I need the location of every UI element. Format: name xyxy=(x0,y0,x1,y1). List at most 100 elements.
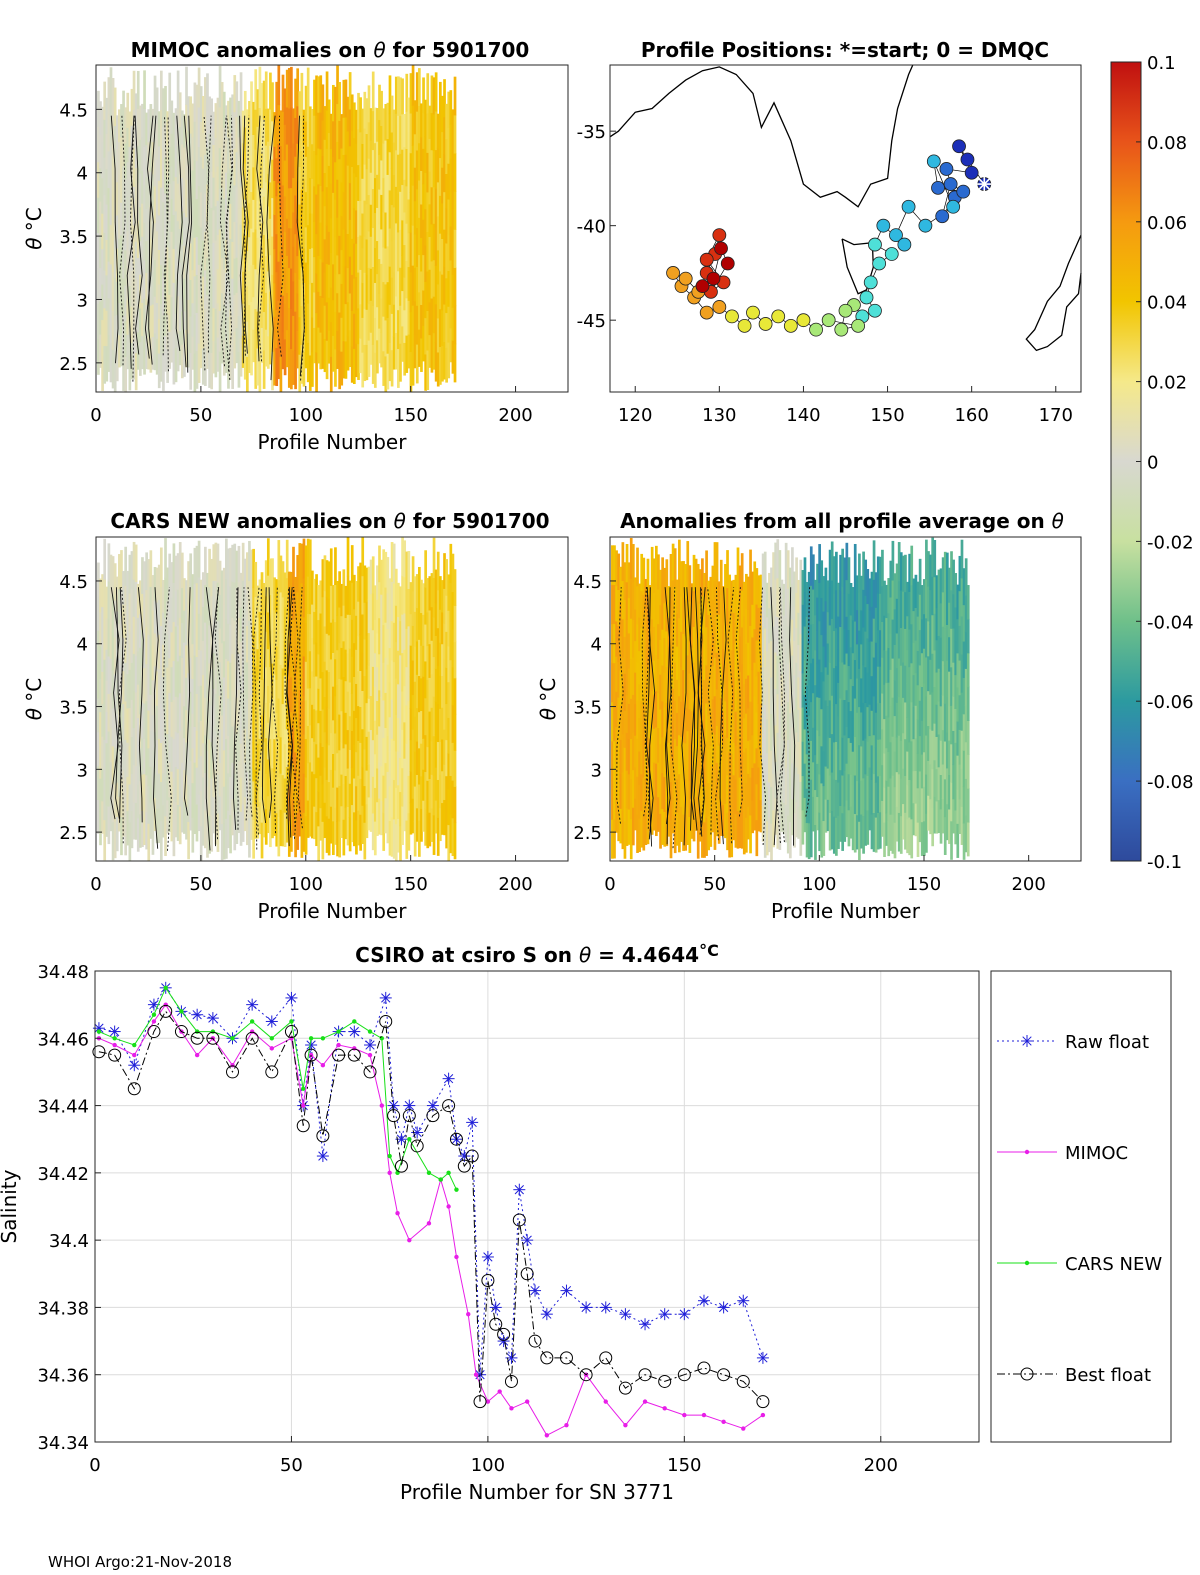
heat-cell xyxy=(399,305,402,344)
heat-cell xyxy=(424,587,427,625)
heat-cell xyxy=(243,694,247,730)
heat-cell xyxy=(143,561,146,598)
heat-cell xyxy=(887,612,891,649)
heat-cell xyxy=(269,666,272,704)
heat-cell xyxy=(327,264,331,298)
heat-cell xyxy=(283,195,287,233)
heat-cell xyxy=(776,539,780,579)
heat-cell xyxy=(740,811,744,849)
heat-cell xyxy=(130,773,134,812)
heat-cell xyxy=(376,734,379,769)
heat-cell xyxy=(241,804,245,842)
heat-cell xyxy=(304,815,308,855)
heat-cell xyxy=(768,712,771,748)
heat-cell xyxy=(611,819,614,859)
star-stroke xyxy=(404,1100,414,1111)
star-stroke xyxy=(192,1010,202,1020)
heat-cell xyxy=(264,737,268,774)
heat-cell xyxy=(329,658,333,697)
heat-cell xyxy=(275,745,279,780)
heat-cell xyxy=(447,127,451,164)
heat-cell xyxy=(336,254,339,294)
heat-cell xyxy=(170,263,174,298)
contour-line xyxy=(256,115,264,362)
heat-cell xyxy=(793,778,796,814)
heat-cell xyxy=(745,643,748,679)
heat-cell xyxy=(111,669,115,709)
heat-cell xyxy=(176,553,180,590)
heat-cell xyxy=(376,700,379,735)
heat-cell xyxy=(183,310,186,345)
heat-cell xyxy=(835,589,838,629)
heat-cell xyxy=(334,311,337,350)
heat-cell xyxy=(306,224,310,265)
heat-cell xyxy=(264,255,268,293)
heat-cell xyxy=(172,214,176,249)
heat-cell xyxy=(878,738,882,776)
heat-cell xyxy=(371,556,375,594)
heat-cell xyxy=(344,775,348,808)
heat-cell xyxy=(369,236,373,269)
heat-cell xyxy=(866,637,870,673)
heat-cell xyxy=(323,590,327,627)
heat-cell xyxy=(958,729,962,765)
heat-cell xyxy=(266,141,270,175)
heat-cell xyxy=(136,108,140,147)
heat-cell xyxy=(405,223,409,261)
star-stroke xyxy=(679,1309,689,1319)
heat-cell xyxy=(715,615,719,653)
heat-cell xyxy=(143,336,146,375)
heat-cell xyxy=(401,290,404,327)
heat-cell xyxy=(369,559,373,595)
heat-cell xyxy=(141,737,144,775)
heat-cell xyxy=(659,708,662,745)
heat-cell xyxy=(759,671,763,704)
heat-cell xyxy=(655,726,658,764)
heat-cell xyxy=(273,770,276,804)
heat-cell xyxy=(795,731,798,768)
star-stroke xyxy=(522,1235,532,1245)
heat-cell xyxy=(791,655,794,692)
heat-cell xyxy=(159,664,163,705)
heat-cell xyxy=(638,750,641,786)
heat-cell xyxy=(139,139,142,174)
heat-cell xyxy=(332,686,335,721)
y-tick-label: 4 xyxy=(77,635,88,656)
heat-cell xyxy=(365,803,369,839)
heat-cell xyxy=(943,778,947,818)
heat-cell xyxy=(248,134,251,170)
heat-cell xyxy=(623,562,627,600)
heat-cell xyxy=(206,572,209,610)
heat-cell xyxy=(222,822,226,860)
heat-cell xyxy=(185,179,188,218)
contour-line xyxy=(693,587,699,831)
heat-cell xyxy=(453,305,457,345)
heat-cell xyxy=(334,769,337,808)
heat-cell xyxy=(332,787,335,822)
heat-cell xyxy=(237,315,241,352)
heat-cell xyxy=(208,586,211,626)
heat-cell xyxy=(185,644,188,678)
heat-cell xyxy=(728,715,731,752)
heat-cell xyxy=(109,589,113,625)
heat-cell xyxy=(99,678,102,713)
heat-cell xyxy=(826,674,830,707)
heat-cell xyxy=(376,632,379,668)
heat-cell xyxy=(178,692,182,732)
heat-cell xyxy=(434,569,438,604)
heat-cell xyxy=(386,735,390,772)
heat-cell xyxy=(176,768,180,806)
heat-cell xyxy=(403,685,407,723)
heat-cell xyxy=(99,101,102,136)
heat-cell xyxy=(399,757,402,793)
heat-cell xyxy=(359,166,362,202)
heat-cell xyxy=(841,548,845,588)
heat-cell xyxy=(204,192,207,232)
heat-cell xyxy=(162,612,165,645)
heat-cell xyxy=(132,801,136,840)
heat-cell xyxy=(451,817,455,857)
heat-cell xyxy=(436,317,440,353)
heat-cell xyxy=(348,816,352,852)
heat-cell xyxy=(411,225,415,266)
heat-cell xyxy=(296,775,300,814)
